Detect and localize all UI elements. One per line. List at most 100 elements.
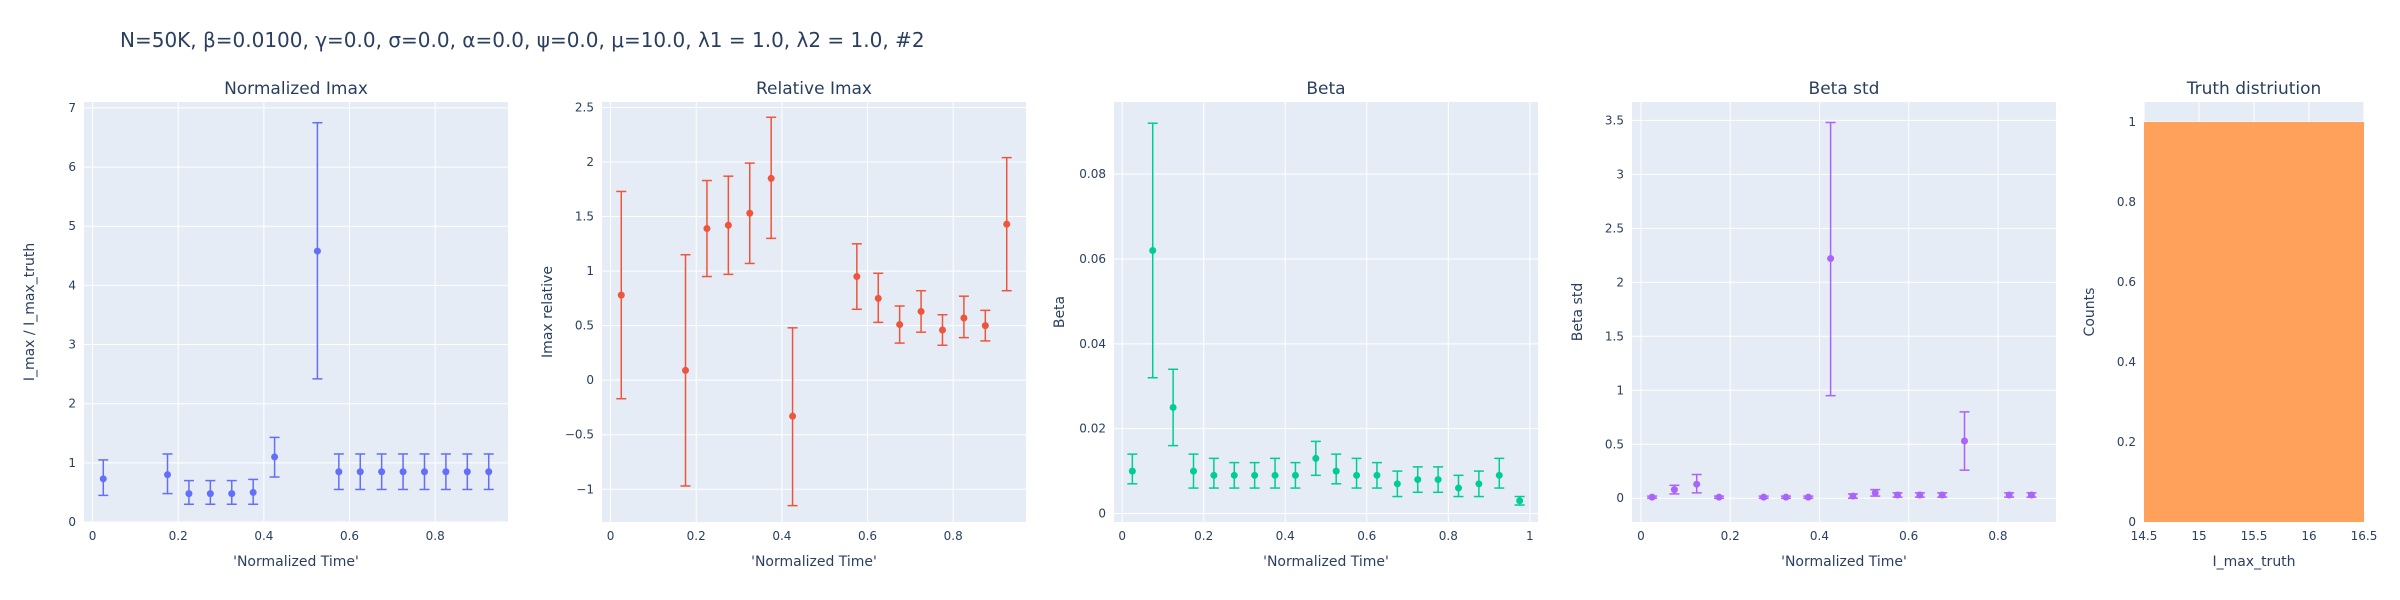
data-point [249, 488, 257, 496]
y-tick-label: 3 [1616, 167, 1624, 181]
data-point [981, 322, 989, 330]
x-tick-label: 0.2 [169, 529, 188, 543]
y-tick-label: 0.02 [1079, 422, 1106, 436]
y-tick-label: 0 [68, 515, 76, 529]
data-point [1961, 437, 1969, 445]
y-tick-label: 5 [68, 219, 76, 233]
data-point [1230, 471, 1238, 479]
x-tick-label: 0.8 [1988, 529, 2007, 543]
data-point [485, 468, 493, 476]
y-tick-label: 3.5 [1605, 113, 1624, 127]
x-tick-label: 0 [1637, 529, 1645, 543]
plot-area [602, 102, 1026, 522]
y-axis-label: Beta [1052, 296, 1068, 328]
x-tick-label: 16.5 [2351, 529, 2378, 543]
chart-title: Relative Imax [756, 79, 872, 99]
y-tick-label: 2 [1616, 275, 1624, 289]
data-point [2027, 491, 2035, 499]
x-tick-label: 0.6 [858, 529, 877, 543]
y-tick-label: 1 [586, 264, 594, 278]
y-tick-label: 0 [586, 373, 594, 387]
data-point [1003, 220, 1011, 228]
chart-panel-2: 0 0.2 0.4 0.6 0.8 −1 −0.5 0 0.5 1 1.5 2 2.5 Relative … [540, 79, 1026, 570]
x-tick-label: 0 [89, 529, 97, 543]
chart-panel-4: 0 0.2 0.4 0.6 0.8 0 0.5 1 1.5 2 2.5 3 3.5 Beta std 'No… [1570, 79, 2056, 570]
y-tick-label: 0.04 [1079, 337, 1106, 351]
figure-title: N=50K, β=0.0100, γ=0.0, σ=0.0, α=0.0, ψ=… [120, 28, 925, 52]
y-axis-label: Counts [2082, 288, 2098, 337]
data-point [1312, 454, 1320, 462]
y-tick-label: 0 [1098, 507, 1106, 521]
y-tick-label: 1 [2128, 115, 2136, 129]
data-point [1495, 471, 1503, 479]
y-tick-label: 1 [1616, 383, 1624, 397]
data-point [185, 490, 193, 498]
data-point [767, 174, 775, 182]
data-point [1128, 467, 1136, 475]
x-tick-label: 0.8 [944, 529, 963, 543]
data-point [378, 468, 386, 476]
data-point [1291, 471, 1299, 479]
x-tick-label: 14.5 [2131, 529, 2158, 543]
data-point [164, 471, 172, 479]
x-tick-label: 16 [2301, 529, 2316, 543]
data-point [1475, 480, 1483, 488]
data-point [1938, 491, 1946, 499]
y-tick-label: 2 [586, 155, 594, 169]
data-point [356, 468, 364, 476]
data-point [1169, 403, 1177, 411]
x-axis-label: 'Normalized Time' [233, 554, 359, 570]
chart-title: Beta std [1809, 79, 1880, 99]
data-point [442, 468, 450, 476]
x-tick-label: 1 [1526, 529, 1534, 543]
y-tick-label: 6 [68, 160, 76, 174]
data-point [789, 412, 797, 420]
x-tick-label: 0.4 [772, 529, 791, 543]
data-point [1251, 471, 1259, 479]
y-tick-label: 0.5 [575, 319, 594, 333]
data-point [874, 294, 882, 302]
data-point [896, 321, 904, 329]
y-tick-label: 7 [68, 101, 76, 115]
y-tick-label: 0.5 [1605, 437, 1624, 451]
data-point [1648, 493, 1656, 501]
y-tick-label: 0.8 [2117, 195, 2136, 209]
y-tick-label: 0.6 [2117, 275, 2136, 289]
data-point [1210, 471, 1218, 479]
y-tick-label: 0 [2128, 515, 2136, 529]
data-point [724, 221, 732, 229]
data-point [335, 468, 343, 476]
chart-title: Normalized Imax [224, 79, 368, 99]
x-axis-label: 'Normalized Time' [751, 554, 877, 570]
data-point [1149, 246, 1157, 254]
y-tick-label: −0.5 [565, 428, 594, 442]
data-point [746, 209, 754, 217]
y-tick-label: 2.5 [1605, 221, 1624, 235]
chart-panel-5: 14.5 15 15.5 16 16.5 0 0.2 0.4 0.6 0.8 1 Truth dist… [2082, 79, 2377, 570]
chart-title: Beta [1306, 79, 1345, 99]
x-axis-label: 'Normalized Time' [1263, 554, 1389, 570]
data-point [206, 490, 214, 498]
data-point [1455, 484, 1462, 492]
x-tick-label: 15.5 [2241, 529, 2268, 543]
x-tick-label: 0.2 [687, 529, 706, 543]
data-point [1271, 471, 1279, 479]
y-tick-label: 3 [68, 338, 76, 352]
data-point [853, 273, 861, 281]
y-axis-label: Beta std [1570, 283, 1586, 341]
x-tick-label: 0.4 [1276, 529, 1295, 543]
data-point [1894, 491, 1902, 499]
data-point [99, 475, 107, 483]
data-point [2005, 491, 2013, 499]
data-point [917, 307, 925, 315]
data-point [1434, 476, 1442, 484]
y-tick-label: 4 [68, 278, 76, 292]
y-tick-label: 0.06 [1079, 252, 1106, 266]
x-tick-label: 0.6 [1899, 529, 1918, 543]
y-tick-label: 1 [68, 456, 76, 470]
data-point [228, 490, 236, 498]
y-tick-label: 2.5 [575, 100, 594, 114]
plot-area [1632, 102, 2056, 522]
data-point [1760, 493, 1768, 501]
